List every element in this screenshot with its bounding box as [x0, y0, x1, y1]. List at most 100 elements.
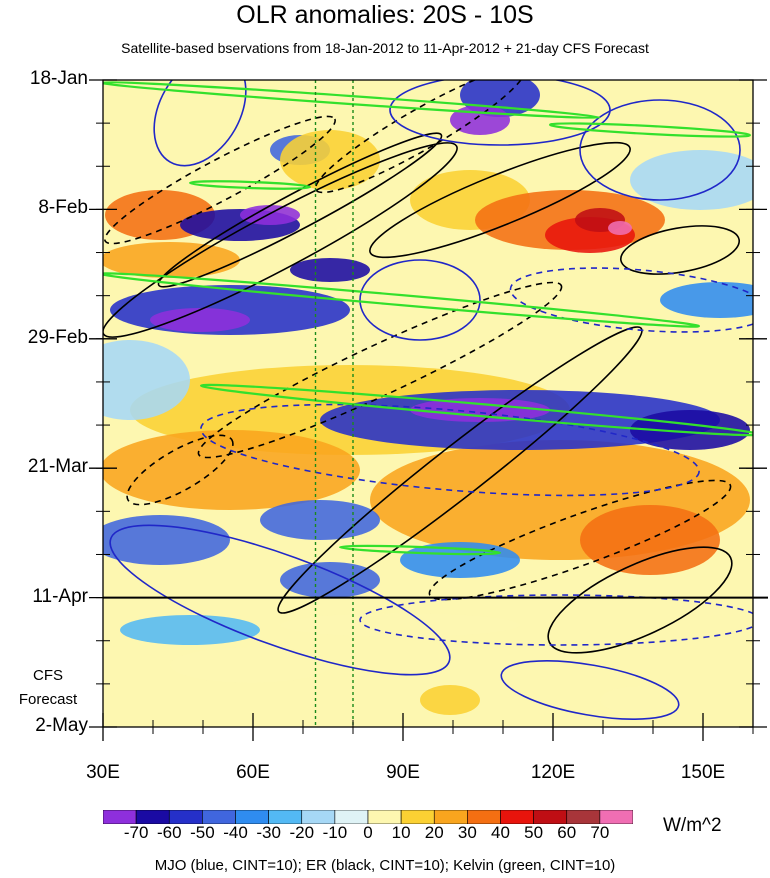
contour-line — [104, 115, 336, 245]
plot-area — [10, 10, 753, 727]
colorbar-level-label: -70 — [123, 823, 149, 842]
anomaly-blob — [150, 308, 250, 332]
anomaly-blob — [120, 615, 260, 645]
colorbar-level-label: 50 — [524, 823, 544, 842]
hovmoller-plot — [10, 10, 768, 741]
colorbar-level-label: 60 — [557, 823, 577, 842]
contour-line — [314, 80, 526, 194]
anomaly-blob — [580, 505, 720, 575]
anomaly-blob — [630, 150, 753, 210]
contour-line — [549, 122, 751, 138]
colorbar-swatch — [235, 810, 269, 824]
y-tick-label: 18-Jan — [29, 68, 88, 89]
colorbar-swatch — [433, 810, 468, 824]
anomaly-blob — [103, 515, 230, 565]
anomaly-blob — [280, 562, 380, 598]
chart-subtitle: Satellite-based bservations from 18-Jan-… — [121, 40, 649, 56]
anomaly-blob — [82, 20, 118, 40]
colorbar-level-label: 30 — [457, 823, 477, 842]
colorbar-level-label: 40 — [491, 823, 510, 842]
contour-line — [103, 81, 601, 119]
y-tick-label: 2-May — [35, 715, 88, 736]
colorbar — [103, 810, 633, 824]
forecast-label-line2: Forecast — [18, 691, 78, 708]
contour-line — [277, 326, 643, 614]
anomaly-blob — [94, 30, 146, 50]
colorbar-level-label: 0 — [363, 823, 373, 842]
contour-legend: MJO (blue, CINT=10); ER (black, CINT=10)… — [154, 857, 616, 874]
x-tick-label: 150E — [680, 762, 726, 783]
anomaly-blob — [61, 10, 79, 30]
anomaly-blob — [600, 686, 680, 714]
anomaly-field — [10, 10, 753, 715]
colorbar-swatch — [301, 810, 336, 824]
colorbar-swatch — [334, 810, 369, 824]
colorbar-level-label: 10 — [391, 823, 411, 842]
colorbar-swatch — [168, 810, 203, 824]
colorbar-swatch — [566, 810, 601, 824]
colorbar-level-label: 70 — [590, 823, 610, 842]
contour-line — [369, 141, 631, 259]
colorbar-swatch — [135, 810, 170, 824]
contour-line — [500, 660, 680, 720]
anomaly-blob — [103, 242, 240, 278]
contour-line — [579, 99, 741, 201]
contour-line — [359, 594, 753, 646]
anomaly-blob — [660, 282, 753, 318]
contour-line — [359, 259, 481, 341]
anomaly-blob — [290, 258, 370, 282]
anomaly-blob — [280, 130, 380, 190]
colorbar-swatch — [103, 810, 137, 824]
contour-line — [188, 180, 312, 190]
colorbar-swatch — [268, 810, 303, 824]
anomaly-blob — [103, 430, 360, 510]
colorbar-swatch — [400, 810, 435, 824]
colorbar-swatch — [500, 810, 534, 824]
anomaly-blob — [240, 205, 300, 225]
contour-line — [199, 383, 753, 437]
contour-line — [126, 434, 234, 506]
colorbar-level-label: -50 — [190, 823, 215, 842]
anomaly-blob — [608, 221, 632, 235]
x-tick-label: 60E — [236, 762, 270, 783]
anomaly-blob — [280, 613, 520, 637]
contour-line — [157, 132, 443, 288]
contour-line — [103, 272, 700, 328]
colorbar-level-label: 20 — [424, 823, 444, 842]
chart-title: OLR anomalies: 20S - 10S — [236, 1, 534, 29]
anomaly-blob — [170, 647, 330, 683]
contour-line — [338, 544, 502, 556]
anomaly-blob — [630, 410, 750, 450]
x-tick-label: 120E — [530, 762, 576, 783]
anomaly-blob — [420, 685, 480, 715]
contour-line — [509, 267, 753, 333]
colorbar-level-label: -40 — [223, 823, 248, 842]
colorbar-level-label: -60 — [156, 823, 182, 842]
forecast-label-line1: CFS — [33, 667, 63, 684]
colorbar-swatch — [533, 810, 568, 824]
anomaly-blob — [260, 500, 380, 540]
anomaly-blob — [103, 340, 190, 420]
y-tick-label: 8-Feb — [38, 197, 88, 219]
x-tick-label: 30E — [86, 762, 120, 783]
colorbar-swatch — [367, 810, 402, 824]
contour-line — [197, 281, 563, 459]
contour-line — [547, 546, 733, 654]
contour-line — [200, 403, 700, 497]
axes — [89, 79, 768, 741]
y-tick-label: 11-Apr — [32, 585, 88, 607]
contour-line — [428, 479, 732, 601]
y-tick-label: 29-Feb — [27, 326, 88, 348]
contour-line — [619, 225, 741, 275]
colorbar-level-label: -30 — [256, 823, 281, 842]
colorbar-swatch — [202, 810, 236, 824]
anomaly-blob — [10, 48, 90, 62]
colorbar-level-label: -10 — [322, 823, 348, 842]
contour-line — [389, 80, 611, 146]
colorbar-swatch — [467, 810, 501, 824]
contour-line — [109, 524, 451, 676]
colorbar-units: W/m^2 — [663, 815, 722, 836]
plot-frame — [102, 79, 754, 728]
colorbar-level-label: -20 — [289, 823, 315, 842]
x-tick-label: 90E — [386, 762, 420, 783]
